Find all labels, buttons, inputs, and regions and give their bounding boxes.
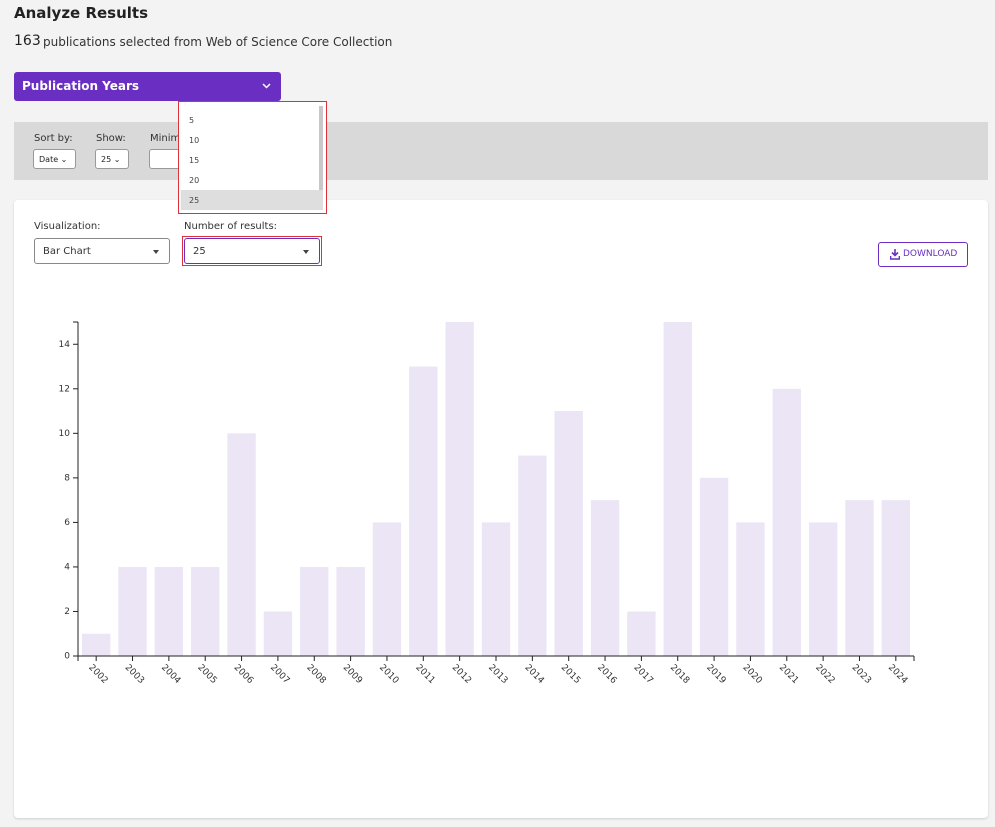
x-tick-label: 2024	[886, 663, 909, 686]
dropdown-menu: 5 10 15 20 25	[178, 101, 327, 214]
bar	[336, 566, 365, 656]
x-tick-label: 2019	[704, 663, 727, 686]
visualization-select[interactable]: Bar Chart	[34, 238, 170, 264]
field-selector[interactable]: Publication Years	[14, 72, 281, 101]
bar	[554, 411, 583, 656]
show-value: 25	[101, 155, 112, 164]
x-tick-label: 2014	[522, 663, 545, 686]
x-tick-label: 2018	[668, 663, 691, 686]
sort-select[interactable]: Date ⌄	[33, 149, 76, 169]
visualization-label: Visualization:	[34, 221, 101, 232]
download-button[interactable]: DOWNLOAD	[878, 242, 968, 267]
bar	[663, 322, 692, 656]
x-tick-label: 2016	[595, 663, 618, 686]
bar	[372, 522, 402, 656]
show-label: Show:	[96, 133, 126, 144]
dropdown-option[interactable]: 25	[181, 190, 323, 210]
y-tick-label: 14	[59, 340, 71, 350]
x-tick-label: 2021	[777, 663, 800, 686]
results-select[interactable]: 25	[184, 238, 320, 264]
sort-label: Sort by:	[34, 133, 73, 144]
bar	[699, 477, 729, 656]
x-tick-label: 2023	[850, 663, 873, 686]
bar	[227, 433, 256, 656]
y-tick-label: 12	[59, 384, 70, 394]
bar	[518, 455, 547, 656]
bar	[409, 366, 438, 656]
dropdown-option[interactable]: 20	[189, 176, 200, 185]
bar	[191, 566, 220, 656]
bar	[736, 522, 765, 656]
bar	[445, 322, 474, 656]
bar	[808, 522, 838, 656]
download-label: DOWNLOAD	[903, 249, 958, 259]
x-tick-label: 2013	[486, 663, 509, 686]
x-tick-label: 2005	[195, 663, 218, 686]
bar	[81, 633, 111, 656]
y-tick-label: 4	[64, 562, 70, 572]
caret	[153, 250, 159, 254]
bar	[154, 566, 184, 656]
bar	[627, 611, 656, 656]
bar	[772, 388, 801, 656]
x-tick-label: 2006	[232, 663, 255, 686]
x-tick-label: 2003	[123, 663, 146, 686]
bar	[118, 566, 147, 656]
x-tick-label: 2007	[268, 663, 291, 686]
y-tick-label: 8	[64, 473, 70, 483]
caret	[303, 250, 309, 254]
show-select[interactable]: 25 ⌄	[95, 149, 129, 169]
x-tick-label: 2022	[813, 663, 836, 686]
chart-card	[14, 200, 988, 818]
page-title: Analyze Results	[14, 4, 149, 22]
publication-count: 163	[14, 33, 41, 49]
x-tick-label: 2009	[341, 663, 364, 686]
bar	[590, 500, 620, 656]
bar	[300, 566, 329, 656]
x-tick-label: 2004	[159, 663, 182, 686]
minimum-label: Minimu	[150, 133, 187, 144]
visualization-value: Bar Chart	[43, 246, 91, 257]
y-tick-label: 2	[64, 607, 70, 617]
dropdown-option[interactable]: 15	[189, 156, 200, 165]
page-subtitle: publications selected from Web of Scienc…	[43, 35, 393, 49]
highlight-box	[182, 236, 322, 266]
x-tick-label: 2017	[632, 663, 655, 686]
x-tick-label: 2011	[413, 663, 436, 686]
sort-value: Date	[39, 155, 59, 164]
scrollbar	[319, 106, 323, 190]
dropdown-option[interactable]: 5	[189, 116, 195, 125]
bar	[845, 500, 874, 656]
y-tick-label: 10	[59, 429, 71, 439]
dropdown-option[interactable]: 10	[189, 136, 200, 145]
bar	[881, 500, 911, 656]
y-tick-label: 0	[64, 652, 70, 662]
x-tick-label: 2015	[559, 663, 582, 686]
x-tick-label: 2010	[377, 663, 400, 686]
x-tick-label: 2020	[741, 663, 764, 686]
x-tick-label: 2008	[304, 663, 327, 686]
x-tick-label: 2002	[86, 663, 109, 686]
results-value: 25	[193, 246, 206, 257]
field-label: Publication Years	[22, 79, 140, 93]
x-tick-label: 2012	[450, 663, 473, 686]
bar	[263, 611, 293, 656]
results-label: Number of results:	[184, 221, 278, 232]
bar	[481, 522, 511, 656]
download-icon	[890, 249, 900, 260]
y-tick-label: 6	[64, 518, 70, 528]
chevron	[262, 83, 271, 89]
